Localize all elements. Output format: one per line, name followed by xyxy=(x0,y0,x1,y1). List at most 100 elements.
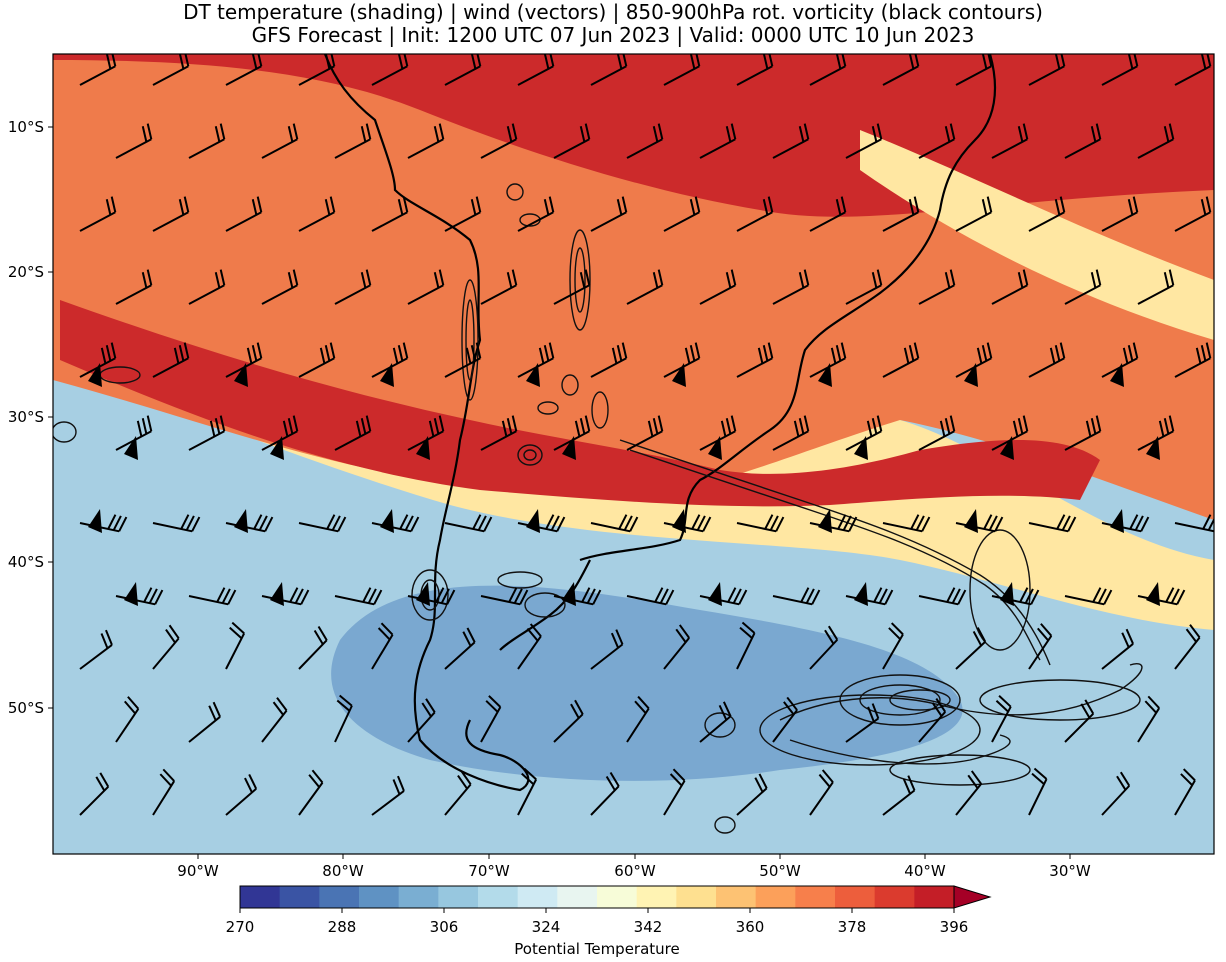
wind-barb xyxy=(1174,624,1201,670)
wind-barb xyxy=(188,587,237,606)
wind-barb xyxy=(225,773,258,816)
wind-barb xyxy=(1101,342,1139,387)
wind-barb xyxy=(553,123,591,159)
wind-barb xyxy=(79,509,128,533)
colorbar-segment xyxy=(795,886,836,908)
wind-barb xyxy=(845,415,883,460)
wind-barb xyxy=(553,415,591,460)
lat-tick-label: 50°S xyxy=(8,699,44,717)
wind-barb xyxy=(444,627,476,670)
wind-barb xyxy=(590,196,628,232)
vorticity-contour xyxy=(979,679,1141,721)
wind-barb xyxy=(371,196,409,232)
wind-barb xyxy=(298,54,336,86)
wind-barb xyxy=(955,54,993,86)
lon-tick-label: 90°W xyxy=(177,862,219,880)
colorbar-tick-label: 324 xyxy=(532,918,561,936)
wind-barb xyxy=(261,123,299,159)
wind-barb xyxy=(809,509,858,533)
plot-title-line1: DT temperature (shading) | wind (vectors… xyxy=(183,0,1043,24)
wind-barb xyxy=(480,415,518,451)
vorticity-contour xyxy=(524,592,566,618)
wind-barb xyxy=(371,54,409,86)
colorbar: 270 288 306 324 342 360 378 396 Potential Temper… xyxy=(226,885,992,958)
colorbar-segment xyxy=(240,886,281,908)
wind-barb xyxy=(261,582,310,606)
colorbar-segment xyxy=(597,886,638,908)
colorbar-segment xyxy=(557,886,598,908)
wind-barb xyxy=(1174,342,1212,378)
wind-barb xyxy=(298,625,328,670)
wind-barb xyxy=(772,587,821,606)
wind-barb xyxy=(809,196,847,232)
wind-barb xyxy=(407,415,445,460)
coastline-segment xyxy=(323,54,530,792)
wind-barb xyxy=(845,123,883,159)
colorbar-label: Potential Temperature xyxy=(514,940,680,958)
colorbar-tick-label: 270 xyxy=(226,918,255,936)
wind-barb xyxy=(918,415,956,451)
wind-barb xyxy=(1064,123,1102,159)
wind-barb xyxy=(663,509,712,533)
cold-core-region xyxy=(331,585,963,781)
wind-barb xyxy=(407,582,456,606)
coastline-segment xyxy=(499,559,591,651)
lon-tick-label: 70°W xyxy=(468,862,510,880)
wind-barb xyxy=(1137,695,1161,743)
wind-barb xyxy=(809,54,847,86)
wind-barb xyxy=(334,415,372,451)
wind-barb xyxy=(444,770,472,816)
wind-barb xyxy=(991,582,1040,606)
wind-barb xyxy=(955,627,987,670)
vorticity-contour xyxy=(517,444,543,466)
wind-barb xyxy=(79,196,117,232)
colorbar-tick-label: 360 xyxy=(736,918,765,936)
wind-barb xyxy=(918,587,967,606)
vorticity-contour xyxy=(619,439,1051,666)
wind-barb xyxy=(334,694,353,743)
wind-barb xyxy=(371,622,394,670)
vorticity-contour xyxy=(889,754,1031,786)
lon-tick-label: 40°W xyxy=(904,862,946,880)
wind-barb xyxy=(334,123,372,159)
wind-barb xyxy=(626,587,675,606)
wind-barb xyxy=(918,269,956,305)
wind-barb xyxy=(115,696,140,743)
wind-barb xyxy=(590,342,628,378)
hot-region xyxy=(60,300,1100,507)
lon-tick-label: 50°W xyxy=(759,862,801,880)
colorbar-segment xyxy=(914,886,955,908)
wind-barb xyxy=(991,269,1029,305)
wind-barb xyxy=(882,342,920,378)
wind-barb xyxy=(371,509,420,533)
wind-barb xyxy=(188,415,226,451)
wind-barb xyxy=(1174,196,1212,232)
wind-barb xyxy=(1101,196,1139,232)
colorbar-segment xyxy=(835,886,876,908)
wind-barb xyxy=(736,54,774,86)
wind-barb xyxy=(225,342,263,387)
wind-barb xyxy=(261,269,299,305)
wind-barb xyxy=(882,54,920,86)
colorbar-tick-label: 288 xyxy=(328,918,357,936)
wind-barb xyxy=(1137,123,1175,159)
wind-barb xyxy=(444,54,482,86)
wind-barb xyxy=(152,624,180,670)
wind-barb xyxy=(225,621,246,670)
wind-barb xyxy=(115,582,164,606)
wind-barb xyxy=(991,415,1029,460)
wind-barb xyxy=(845,269,883,305)
wind-barb xyxy=(517,196,555,232)
wind-barb xyxy=(152,768,176,816)
colorbar-extend-arrow xyxy=(953,885,992,909)
wind-barb xyxy=(1028,196,1066,232)
lon-tick-label: 80°W xyxy=(322,862,364,880)
wind-barb xyxy=(809,625,839,670)
wind-barb xyxy=(1064,269,1102,305)
wind-barb xyxy=(517,623,542,670)
wind-barb xyxy=(626,269,664,305)
wind-barb xyxy=(1028,514,1077,533)
wind-barb xyxy=(261,697,288,743)
vorticity-contour xyxy=(839,674,961,726)
